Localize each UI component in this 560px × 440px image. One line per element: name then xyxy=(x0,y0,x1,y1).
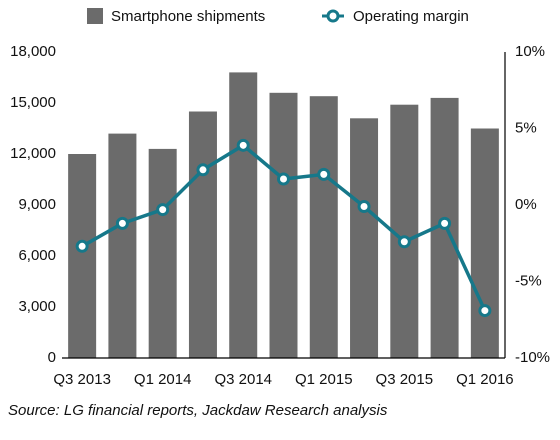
x-tick-label: Q3 2013 xyxy=(53,371,111,388)
bar xyxy=(269,92,298,359)
marker xyxy=(397,235,411,249)
legend-swatch xyxy=(326,9,340,23)
y2-tick-label: 0% xyxy=(515,196,537,213)
marker xyxy=(156,203,170,217)
y-tick-label: 9,000 xyxy=(18,196,56,213)
x-tick-label: Q1 2014 xyxy=(134,371,192,388)
bar xyxy=(229,72,258,359)
marker xyxy=(317,167,331,181)
x-tick-label: Q1 2015 xyxy=(295,371,353,388)
marker xyxy=(75,239,89,253)
y2-tick-label: -5% xyxy=(515,272,542,289)
marker xyxy=(478,304,492,318)
y-tick-label: 0 xyxy=(48,349,56,366)
source-note: Source: LG financial reports, Jackdaw Re… xyxy=(8,402,388,419)
y2-tick-label: -10% xyxy=(515,349,550,366)
bar xyxy=(188,111,217,358)
y-tick-label: 12,000 xyxy=(10,145,56,162)
bar xyxy=(350,118,379,358)
legend-label: Operating margin xyxy=(353,8,469,25)
marker xyxy=(196,163,210,177)
bar xyxy=(68,154,97,358)
y-tick-label: 15,000 xyxy=(10,94,56,111)
bar xyxy=(108,133,137,358)
y-tick-label: 6,000 xyxy=(18,247,56,264)
marker xyxy=(438,216,452,230)
marker xyxy=(277,172,290,186)
y-tick-label: 18,000 xyxy=(10,43,56,60)
x-tick-label: Q3 2015 xyxy=(376,371,434,388)
legend-label: Smartphone shipments xyxy=(111,8,265,25)
x-tick-label: Q1 2016 xyxy=(456,371,514,388)
marker xyxy=(357,200,371,214)
bar xyxy=(309,96,338,358)
x-tick-label: Q3 2014 xyxy=(214,371,272,388)
bar xyxy=(470,128,499,358)
y2-tick-label: 5% xyxy=(515,119,537,136)
marker xyxy=(115,216,129,230)
marker xyxy=(236,138,250,152)
y2-tick-label: 10% xyxy=(515,43,545,60)
bar xyxy=(148,148,177,358)
legend-swatch xyxy=(87,8,103,24)
y-tick-label: 3,000 xyxy=(18,298,56,315)
